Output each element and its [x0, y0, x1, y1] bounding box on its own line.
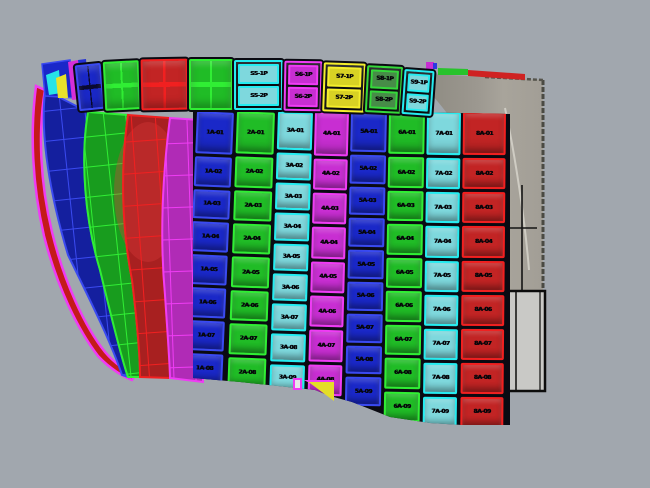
- deck-edge-green-sliver: [438, 68, 468, 75]
- top-band-plate-green[interactable]: [189, 59, 233, 110]
- top-band-plate-cyan[interactable]: S9-1P S9-2P: [401, 69, 435, 116]
- top-band-subplate[interactable]: S8-2P: [368, 89, 398, 110]
- top-band-subplate[interactable]: S9-1P: [407, 73, 431, 93]
- bow-strake-magenta[interactable]: [161, 116, 205, 384]
- plate-label: S7-1P: [335, 72, 354, 80]
- top-band-plate-green[interactable]: [102, 60, 142, 111]
- plate-label: S6-1P: [294, 71, 312, 78]
- top-band-plate-olive[interactable]: S8-1P S8-2P: [364, 65, 404, 114]
- top-band-subplate[interactable]: S6-2P: [287, 86, 318, 108]
- top-band-plate-red[interactable]: [140, 58, 189, 111]
- top-band-plate-cyan[interactable]: S5-1P S5-2P: [234, 60, 283, 110]
- top-band-subplate[interactable]: S9-2P: [405, 92, 429, 112]
- bow-strake-red[interactable]: [114, 113, 182, 380]
- plate-label: S5-2P: [249, 92, 268, 99]
- top-band-subplate[interactable]: S5-2P: [238, 86, 279, 106]
- top-band-subplate[interactable]: S8-1P: [370, 69, 400, 90]
- top-band-subplate[interactable]: S7-2P: [326, 87, 361, 109]
- top-band-plate-blue[interactable]: [74, 62, 106, 112]
- top-band-plate-yellow[interactable]: S7-1P S7-2P: [322, 62, 366, 113]
- tip-yellow-wedge: [56, 74, 68, 98]
- plate-label: S8-1P: [375, 75, 394, 83]
- top-band-subplate[interactable]: S5-1P: [238, 64, 279, 84]
- deck-edge-red-sliver: [468, 70, 525, 80]
- plate-label: S9-2P: [408, 97, 427, 106]
- plate-label: S5-1P: [249, 70, 268, 77]
- plate-label: S6-2P: [294, 93, 312, 100]
- hull-plating-seams: 1A-01 1A-02 1A-03 1A-04 1A-05 1A-06 1A-07 1A-08…: [193, 108, 510, 425]
- bottom-white-notch: [293, 378, 302, 390]
- top-band-subplate[interactable]: S6-1P: [288, 64, 319, 86]
- bow-section: [31, 59, 205, 384]
- top-band-plate-magenta[interactable]: S6-1P S6-2P: [283, 60, 323, 112]
- plate-label: S7-2P: [335, 94, 353, 102]
- plate-label: S8-2P: [374, 95, 393, 103]
- plate-label: S9-1P: [409, 78, 428, 87]
- deck-edge-magenta-dot: [426, 62, 434, 69]
- top-band-subplate[interactable]: S7-1P: [327, 66, 362, 88]
